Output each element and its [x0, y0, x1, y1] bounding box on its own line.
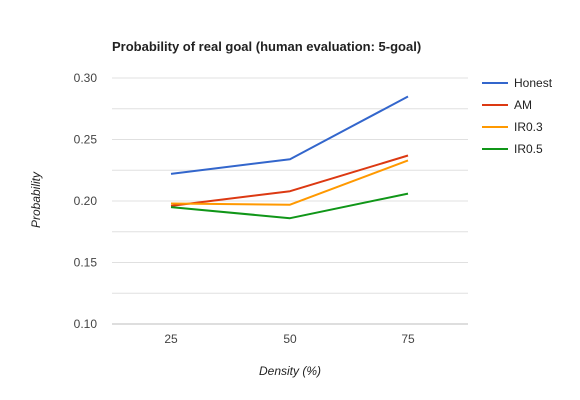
legend-item-ir0-3: IR0.3 — [482, 120, 543, 134]
legend-label: IR0.3 — [514, 120, 543, 134]
series-line-am — [170, 154, 409, 207]
x-tick-label: 75 — [401, 332, 415, 346]
x-axis-title: Density (%) — [259, 364, 321, 378]
legend: Honest AM IR0.3 IR0.5 — [482, 76, 553, 156]
legend-label: AM — [514, 98, 532, 112]
x-axis-ticks: 25 50 75 — [164, 332, 415, 346]
gridlines — [112, 77, 468, 325]
x-tick-label: 25 — [164, 332, 178, 346]
series-line-ir0-3 — [170, 159, 409, 206]
legend-item-ir0-5: IR0.5 — [482, 142, 543, 156]
series-lines — [170, 95, 409, 220]
y-tick-label: 0.20 — [74, 194, 98, 208]
legend-item-honest: Honest — [482, 76, 553, 90]
y-tick-label: 0.30 — [74, 71, 98, 85]
y-tick-label: 0.15 — [74, 256, 98, 270]
legend-label: IR0.5 — [514, 142, 543, 156]
chart-title: Probability of real goal (human evaluati… — [112, 39, 421, 54]
series-line-honest — [170, 95, 409, 175]
series-line-ir0-5 — [170, 192, 409, 220]
y-axis-title: Probability — [29, 171, 43, 228]
legend-item-am: AM — [482, 98, 532, 112]
x-tick-label: 50 — [283, 332, 297, 346]
legend-label: Honest — [514, 76, 553, 90]
y-tick-label: 0.25 — [74, 133, 98, 147]
y-tick-label: 0.10 — [74, 317, 98, 331]
y-axis-ticks: 0.10 0.15 0.20 0.25 0.30 — [74, 71, 98, 331]
